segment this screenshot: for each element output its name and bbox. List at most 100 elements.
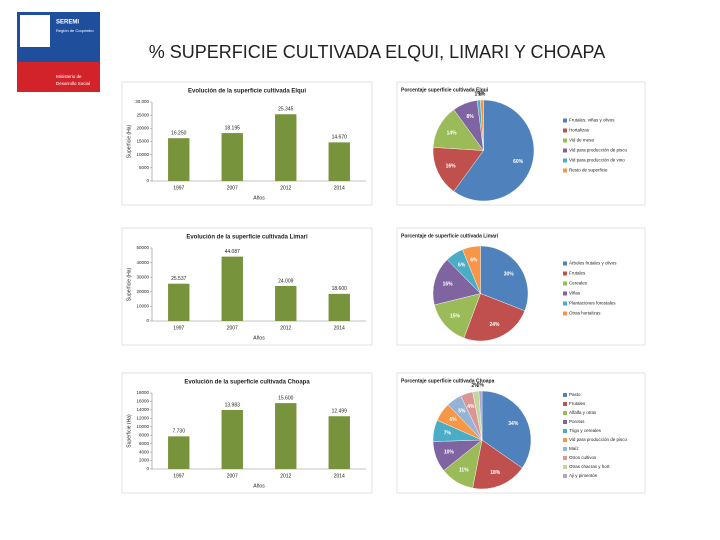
chart-title: Porcentaje de superficie cultivada Limar… bbox=[401, 233, 499, 239]
data-label: 6% bbox=[458, 262, 466, 268]
data-label: 60% bbox=[513, 159, 524, 165]
legend-swatch bbox=[563, 118, 567, 123]
data-label: 24.009 bbox=[278, 278, 294, 284]
data-label: 14.670 bbox=[332, 135, 348, 141]
data-label: 2% bbox=[471, 383, 479, 389]
legend-label: Frutales bbox=[569, 271, 586, 276]
bar bbox=[168, 138, 190, 181]
x-axis-label: Años bbox=[253, 483, 265, 489]
data-label: 1% bbox=[478, 91, 486, 97]
legend-label: Vid de mesa bbox=[569, 138, 594, 143]
y-tick-label: 12000 bbox=[136, 416, 149, 421]
legend-label: Resto de superficie bbox=[569, 168, 608, 173]
x-tick-label: 2007 bbox=[227, 473, 238, 479]
x-axis-label: Años bbox=[253, 335, 265, 341]
data-label: 11% bbox=[459, 467, 469, 473]
x-tick-label: 1997 bbox=[173, 185, 184, 191]
legend-label: Hortalizas bbox=[569, 128, 590, 133]
bar bbox=[275, 285, 297, 321]
data-label: 18.600 bbox=[332, 286, 348, 292]
pie-slice bbox=[480, 99, 484, 151]
legend-swatch bbox=[563, 271, 567, 276]
data-label: 14% bbox=[447, 130, 458, 136]
legend-label: Alfalfa y otras bbox=[569, 410, 597, 415]
x-tick-label: 2012 bbox=[280, 325, 291, 331]
legend-label: Pasto bbox=[569, 392, 581, 397]
data-label: 6% bbox=[449, 417, 457, 423]
y-tick-label: 5000 bbox=[139, 165, 150, 170]
data-label: 44.087 bbox=[225, 249, 241, 255]
legend-label: Trigo y cereales bbox=[569, 428, 602, 433]
y-tick-label: 14000 bbox=[136, 407, 149, 412]
bar bbox=[275, 403, 297, 469]
data-label: 18.195 bbox=[225, 125, 241, 131]
chart-title: Evolución de la superficie cultivada Lim… bbox=[186, 235, 308, 241]
data-label: 1% bbox=[475, 92, 483, 98]
legend-swatch bbox=[563, 168, 567, 173]
y-tick-label: 0 bbox=[146, 318, 149, 323]
data-label: 25.537 bbox=[171, 276, 187, 282]
legend-swatch bbox=[563, 438, 567, 442]
data-label: 16% bbox=[446, 163, 457, 169]
y-axis-label: Superficie (Ha) bbox=[126, 125, 132, 159]
legend-label: Frutales bbox=[569, 401, 586, 406]
data-label: 6% bbox=[470, 257, 478, 263]
data-label: 12.499 bbox=[332, 409, 348, 415]
y-tick-label: 30.000 bbox=[135, 99, 149, 104]
legend-label: Plantaciones forestales bbox=[569, 301, 616, 306]
y-tick-label: 4000 bbox=[139, 449, 150, 454]
data-label: 7.730 bbox=[172, 429, 185, 435]
chart-title: Porcentaje superficie cultivada Elqui bbox=[401, 87, 489, 93]
logo: SEREMI Región de Coquimbo Ministerio de … bbox=[17, 12, 100, 92]
legend-swatch bbox=[563, 429, 567, 433]
pie-slice bbox=[472, 439, 523, 490]
y-tick-label: 2000 bbox=[139, 458, 150, 463]
bar bbox=[328, 142, 350, 181]
y-tick-label: 16000 bbox=[136, 399, 149, 404]
y-axis-label: Superficie (Ha) bbox=[126, 268, 132, 302]
x-tick-label: 2014 bbox=[334, 473, 345, 479]
legend-label: Otras chacras y hort bbox=[569, 464, 610, 469]
legend-swatch bbox=[563, 465, 567, 469]
pie-slice bbox=[480, 245, 529, 312]
data-label: 15% bbox=[450, 314, 461, 320]
x-tick-label: 2012 bbox=[280, 185, 291, 191]
y-tick-label: 30000 bbox=[136, 274, 149, 279]
y-tick-label: 0 bbox=[146, 466, 149, 471]
legend-label: Maíz bbox=[569, 446, 580, 451]
data-label: 34% bbox=[508, 421, 519, 427]
legend-swatch bbox=[563, 281, 567, 286]
data-label: 13.983 bbox=[225, 402, 241, 408]
legend-swatch bbox=[563, 138, 567, 143]
bar bbox=[221, 256, 243, 321]
legend-swatch bbox=[563, 393, 567, 397]
pie-slice bbox=[453, 99, 535, 202]
legend-swatch bbox=[563, 158, 567, 163]
pie-slice bbox=[481, 390, 532, 469]
y-tick-label: 25000 bbox=[136, 112, 149, 117]
x-tick-label: 2014 bbox=[334, 325, 345, 331]
legend-swatch bbox=[563, 411, 567, 415]
x-tick-label: 2012 bbox=[280, 473, 291, 479]
legend-label: Aji y pimentón bbox=[569, 473, 598, 478]
bar bbox=[328, 416, 350, 469]
bar bbox=[275, 114, 297, 181]
data-label: 10% bbox=[444, 450, 455, 456]
logo-text: SEREMI bbox=[56, 20, 79, 26]
logo-text: Región de Coquimbo bbox=[56, 28, 94, 33]
pie-slice bbox=[432, 259, 481, 306]
legend-label: Frutales, viñas y olivos bbox=[569, 118, 615, 123]
bar bbox=[221, 133, 243, 181]
legend-swatch bbox=[563, 420, 567, 424]
legend-swatch bbox=[563, 301, 567, 306]
legend-label: Árboles frutales y olivos bbox=[569, 260, 617, 266]
bar bbox=[328, 293, 350, 321]
legend-swatch bbox=[563, 291, 567, 296]
logo-bottom bbox=[17, 62, 100, 92]
chart-title: Evolución de la superficie cultivada Cho… bbox=[184, 380, 310, 386]
pie-slice bbox=[462, 245, 481, 294]
y-axis-label: Superficie (Ha) bbox=[126, 414, 132, 448]
logo-emblem bbox=[20, 15, 50, 47]
y-tick-label: 6000 bbox=[139, 441, 150, 446]
y-tick-label: 0 bbox=[146, 178, 149, 183]
